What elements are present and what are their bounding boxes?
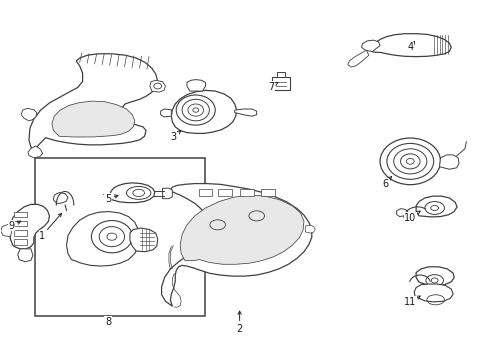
Text: 4: 4 bbox=[407, 42, 414, 52]
Polygon shape bbox=[186, 80, 205, 91]
Polygon shape bbox=[9, 204, 49, 249]
Polygon shape bbox=[371, 34, 450, 57]
Polygon shape bbox=[361, 40, 379, 51]
Text: 6: 6 bbox=[382, 176, 391, 189]
Polygon shape bbox=[29, 54, 158, 151]
Polygon shape bbox=[162, 188, 172, 199]
Bar bbox=[35, 158, 205, 316]
Polygon shape bbox=[234, 109, 256, 116]
Text: 5: 5 bbox=[104, 194, 118, 204]
Bar bbox=[218, 189, 231, 197]
Polygon shape bbox=[150, 80, 165, 92]
Bar bbox=[14, 230, 26, 236]
Polygon shape bbox=[347, 50, 368, 67]
Polygon shape bbox=[415, 196, 456, 217]
Polygon shape bbox=[21, 108, 37, 121]
Polygon shape bbox=[180, 195, 304, 264]
Polygon shape bbox=[110, 183, 155, 203]
Text: 2: 2 bbox=[236, 311, 242, 334]
Polygon shape bbox=[66, 212, 140, 266]
Text: 10: 10 bbox=[404, 211, 419, 222]
Polygon shape bbox=[18, 249, 33, 262]
Bar bbox=[14, 221, 26, 226]
Ellipse shape bbox=[379, 138, 440, 185]
Polygon shape bbox=[396, 209, 407, 217]
Bar bbox=[14, 239, 26, 245]
Polygon shape bbox=[52, 101, 135, 137]
Text: 8: 8 bbox=[105, 316, 111, 327]
Text: 3: 3 bbox=[170, 131, 181, 142]
Polygon shape bbox=[160, 109, 171, 117]
Text: 9: 9 bbox=[8, 221, 20, 231]
Polygon shape bbox=[305, 225, 315, 233]
Polygon shape bbox=[413, 284, 452, 302]
Polygon shape bbox=[171, 90, 236, 134]
Polygon shape bbox=[272, 77, 289, 90]
Polygon shape bbox=[53, 193, 68, 203]
Bar bbox=[240, 189, 253, 197]
Text: 11: 11 bbox=[404, 296, 419, 307]
Text: 1: 1 bbox=[39, 213, 61, 240]
Polygon shape bbox=[439, 155, 458, 169]
Text: 7: 7 bbox=[267, 82, 277, 92]
Polygon shape bbox=[161, 184, 311, 306]
Polygon shape bbox=[0, 225, 13, 237]
Bar bbox=[261, 189, 274, 197]
Polygon shape bbox=[28, 146, 42, 158]
Polygon shape bbox=[130, 228, 158, 252]
Polygon shape bbox=[277, 72, 285, 77]
Polygon shape bbox=[415, 267, 453, 285]
Bar bbox=[198, 189, 212, 197]
Bar bbox=[14, 212, 26, 217]
